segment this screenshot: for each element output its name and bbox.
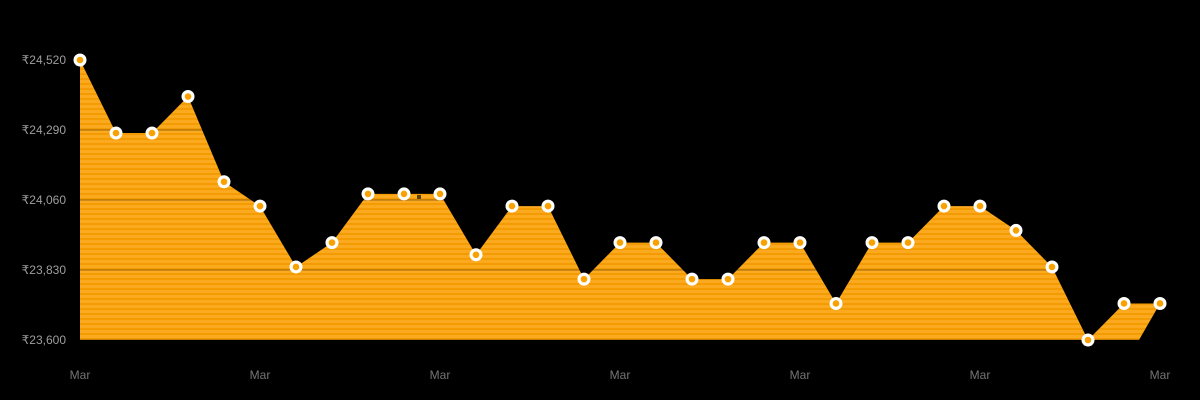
data-point-marker[interactable] [1045,260,1059,274]
x-axis-labels: Mar Mar Mar Mar Mar Mar Mar [70,368,1171,382]
data-point-marker[interactable] [505,199,519,213]
x-axis-label: Mar [610,368,631,382]
data-point-marker[interactable] [1117,296,1131,310]
x-axis-label: Mar [250,368,271,382]
data-point-marker[interactable] [289,260,303,274]
data-point-marker[interactable] [649,236,663,250]
data-point-marker[interactable] [541,199,555,213]
data-point-marker[interactable] [325,236,339,250]
area-fill [80,60,1160,340]
data-point-marker[interactable] [685,272,699,286]
gridlines [70,59,1200,341]
y-axis-label: ₹24,060 [22,193,67,207]
y-axis-label: ₹23,830 [22,263,67,277]
data-point-marker[interactable] [757,236,771,250]
y-axis-label: ₹24,290 [22,123,67,137]
data-point-marker[interactable] [145,126,159,140]
y-axis-label: ₹24,520 [22,53,67,67]
data-point-marker[interactable] [73,53,87,67]
data-point-marker[interactable] [937,199,951,213]
data-point-marker[interactable] [829,296,843,310]
x-axis-label: Mar [430,368,451,382]
data-point-marker[interactable] [865,236,879,250]
data-point-marker[interactable] [469,248,483,262]
data-point-marker[interactable] [253,199,267,213]
data-point-marker[interactable] [433,187,447,201]
x-axis-label: Mar [1150,368,1171,382]
x-axis-label: Mar [70,368,91,382]
data-point-marker[interactable] [721,272,735,286]
x-axis-label: Mar [970,368,991,382]
artifact-dot-layer [417,195,421,199]
data-point-marker[interactable] [181,90,195,104]
data-point-marker[interactable] [109,126,123,140]
data-point-marker[interactable] [217,175,231,189]
data-point-marker[interactable] [361,187,375,201]
area-series [80,60,1160,340]
y-axis-label: ₹23,600 [22,333,67,347]
artifact-dot [417,195,421,199]
data-point-marker[interactable] [973,199,987,213]
data-point-marker[interactable] [1081,333,1095,347]
data-point-marker[interactable] [613,236,627,250]
data-point-marker[interactable] [1153,296,1167,310]
data-point-marker[interactable] [793,236,807,250]
data-point-markers [73,53,1167,347]
data-point-marker[interactable] [577,272,591,286]
data-point-marker[interactable] [901,236,915,250]
x-axis-label: Mar [790,368,811,382]
y-axis-labels: ₹24,520 ₹24,290 ₹24,060 ₹23,830 ₹23,600 [22,53,67,347]
data-point-marker[interactable] [397,187,411,201]
data-point-marker[interactable] [1009,223,1023,237]
